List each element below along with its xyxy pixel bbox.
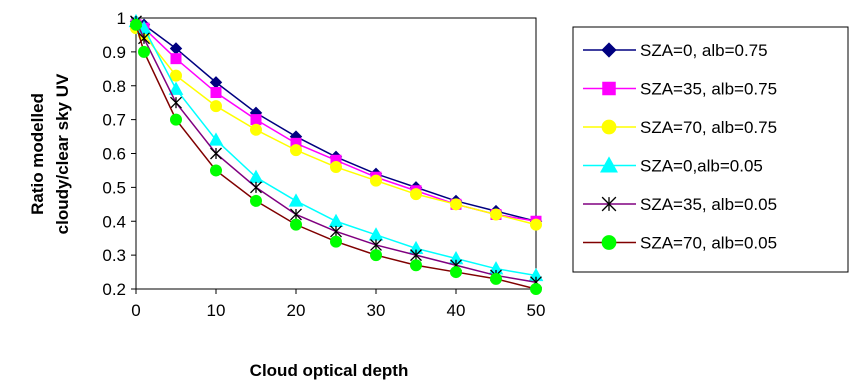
y-tick-label: 0.8 [102,77,126,96]
data-point [410,249,422,262]
y-tick-label: 0.7 [102,111,126,130]
data-point [490,272,502,285]
data-point [210,147,222,160]
data-point [410,259,422,272]
legend-entry: SZA=70, alb=0.75 [583,118,777,137]
data-point [130,18,142,31]
legend-marker [601,42,617,58]
x-tick-label: 30 [367,301,386,320]
series-4 [128,13,544,282]
y-axis-title-line1: Ratio modelled [28,93,47,215]
series-line [135,21,537,283]
y-tick-label: 0.6 [102,145,126,164]
x-tick-label: 20 [287,301,306,320]
data-point [370,249,382,262]
legend-label: SZA=35, alb=0.75 [640,80,777,99]
legend-entry: SZA=0,alb=0.05 [583,156,763,176]
legend-entry: SZA=70, alb=0.05 [583,234,777,253]
data-point [370,239,382,251]
data-point [168,81,184,95]
legend: SZA=0, alb=0.75 SZA=35, alb=0.75 SZA=70, a… [572,26,849,273]
x-tick-label: 40 [447,301,466,320]
y-tick-label: 1 [117,9,126,28]
legend-marker [601,196,617,212]
data-point [208,132,224,146]
series-line [135,20,537,277]
data-point [410,188,422,201]
x-axis-title: Cloud optical depth [250,361,409,380]
data-point [170,96,182,109]
data-point [290,218,302,231]
data-point [210,87,222,99]
data-point [530,283,542,295]
data-point [250,181,262,194]
data-point [250,123,262,136]
y-tick-label: 0.5 [102,178,126,197]
legend-marker [601,119,617,135]
legend-marker [602,81,616,96]
data-point [330,225,342,238]
data-point [250,114,262,126]
data-point [370,174,382,187]
series-3 [130,22,542,231]
data-point [210,100,222,113]
y-tick-label: 0.9 [102,43,126,62]
legend-entry: SZA=0, alb=0.75 [583,41,768,60]
x-tick-label: 0 [131,301,140,320]
data-point [530,218,542,231]
legend-label: SZA=35, alb=0.05 [640,195,777,214]
data-point [250,194,262,207]
x-tick-label: 10 [207,301,226,320]
legend-label: SZA=0, alb=0.75 [640,41,768,60]
legend-label: SZA=70, alb=0.75 [640,118,777,137]
series-layer [128,13,544,295]
legend-entry: SZA=35, alb=0.05 [583,195,777,214]
data-point [290,144,302,157]
data-point [170,113,182,126]
data-point [490,208,502,221]
y-tick-label: 0.3 [102,246,126,265]
y-tick-label: 0.2 [102,280,126,299]
axes: 0.20.30.40.50.60.70.80.910 10 20 30 40 50 [102,9,545,320]
series-line [135,20,537,222]
y-tick-label: 0.4 [102,212,126,231]
legend-entry: SZA=35, alb=0.75 [583,80,777,99]
series-6 [130,18,542,295]
data-point [138,45,150,58]
data-point [210,164,222,177]
legend-marker [600,156,618,173]
legend-label: SZA=0,alb=0.05 [640,157,763,176]
data-point [330,161,342,174]
x-tick-label: 50 [527,301,546,320]
legend-marker [601,235,617,250]
data-point [288,193,304,207]
legend-frame [572,26,849,273]
series-line [135,27,537,226]
series-line [135,24,537,290]
data-point [450,266,462,279]
y-axis-title-line2: cloudy/clear sky UV [53,73,72,234]
data-point [290,208,302,221]
data-point [450,198,462,211]
legend-label: SZA=70, alb=0.05 [640,234,777,253]
data-point [170,53,182,65]
data-point [330,235,342,248]
data-point [170,69,182,82]
